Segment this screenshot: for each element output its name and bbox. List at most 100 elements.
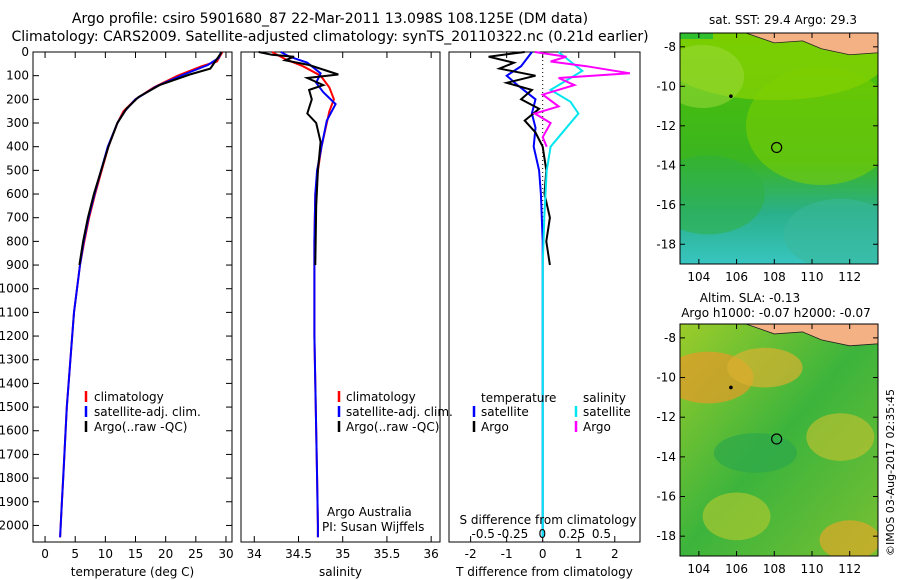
y-tick-label: 500 — [6, 163, 29, 177]
series-argo-raw-qc- — [78, 51, 223, 266]
x-tick-label: 2 — [611, 547, 619, 561]
profile-panel-temperature: 0100200300400500600700800900100011001200… — [0, 45, 234, 579]
profile-panel-difference-from-climatology: -2 -1 0 1 2 T difference from climatology temp… — [448, 51, 641, 579]
prior-position-marker — [729, 94, 733, 98]
legend-label: satellite — [583, 405, 631, 419]
y-tick-label: -16 — [656, 198, 676, 212]
y-tick-label: 1700 — [0, 447, 29, 461]
credit-timestamp: ©IMOS 03-Aug-2017 02:35:45 — [884, 389, 897, 556]
map-panel-sla-map: 104 106 108 110 112 -8 -10 -12 -14 -16 -18 Altim. S… — [656, 291, 879, 576]
y-tick-label: -18 — [656, 237, 676, 251]
legend-label: Argo — [481, 420, 509, 434]
y-tick-label: 700 — [6, 211, 29, 225]
y-tick-label: -8 — [664, 331, 676, 345]
x-tick-label: 35.5 — [374, 547, 401, 561]
legend-label: climatology — [94, 390, 164, 404]
sla-patch — [819, 520, 878, 556]
y-tick-label: 100 — [6, 69, 29, 83]
x2-axis-label: S difference from climatology — [460, 513, 637, 527]
series-salinity-argo — [532, 51, 631, 148]
sst-patch — [680, 44, 745, 109]
legend-label: satellite-adj. clim. — [94, 405, 201, 419]
series-climatology — [271, 51, 335, 538]
map-panel-sst-map: 104 106 108 110 112 -8 -10 -12 -14 -16 -18 sat. SST… — [656, 13, 879, 284]
x-tick-label: 0 — [41, 547, 49, 561]
plot-frame — [240, 51, 441, 543]
x-tick-label: 110 — [801, 270, 824, 284]
series-satellite-adj-clim- — [59, 51, 223, 538]
sla-patch — [713, 433, 797, 473]
x-tick-label: 106 — [725, 270, 748, 284]
series-climatology — [59, 51, 224, 538]
y-tick-label: 0 — [21, 45, 29, 59]
y-tick-label: 200 — [6, 92, 29, 106]
legend-label: Argo(..raw -QC) — [346, 420, 439, 434]
prior-position-marker — [729, 385, 733, 390]
y-tick-label: 1900 — [0, 495, 29, 509]
y-tick-label: 900 — [6, 258, 29, 272]
series-temperature-satellite — [505, 51, 544, 538]
series-argo-raw-qc- — [258, 51, 339, 266]
x2-tick-label: 0.25 — [559, 527, 586, 541]
y-tick-label: 800 — [6, 234, 29, 248]
argo-position-marker — [771, 141, 783, 154]
x2-tick-label: -0.5 — [472, 527, 495, 541]
y-tick-label: 1200 — [0, 329, 29, 343]
plot-frame — [448, 51, 641, 543]
x-tick-label: 34 — [247, 547, 262, 561]
x2-tick-label: -0.25 — [497, 527, 528, 541]
y-tick-label: -16 — [656, 490, 676, 504]
y-tick-label: 1600 — [0, 424, 29, 438]
sla-patch — [702, 492, 771, 541]
sla-patch — [806, 413, 875, 461]
legend-label: climatology — [346, 390, 416, 404]
y-tick-label: 1800 — [0, 471, 29, 485]
x-tick-label: 35 — [335, 547, 350, 561]
sst-patch — [746, 66, 878, 186]
legend-heading-temperature: temperature — [481, 391, 556, 405]
map-frame — [679, 323, 879, 557]
map-frame — [679, 32, 879, 265]
sla-patch — [727, 347, 803, 388]
x-axis-label: temperature (deg C) — [71, 565, 194, 579]
land-java — [745, 33, 878, 56]
legend-label: satellite — [481, 405, 529, 419]
x2-tick-label: 0 — [539, 527, 547, 541]
y-tick-label: -12 — [656, 410, 676, 424]
x-tick-label: 112 — [838, 270, 861, 284]
map-field — [680, 324, 878, 556]
y-tick-label: 1300 — [0, 353, 29, 367]
x-tick-label: 104 — [687, 562, 710, 576]
sst-patch — [680, 155, 765, 235]
x-tick-label: 104 — [687, 270, 710, 284]
y-tick-label: -18 — [656, 529, 676, 543]
map-title: Altim. SLA: -0.13 — [700, 291, 800, 305]
land-mask-strip — [680, 33, 713, 39]
x-tick-label: 30 — [218, 547, 233, 561]
series-temperature-argo — [488, 51, 551, 266]
x-tick-label: 0 — [539, 547, 547, 561]
legend-label: satellite-adj. clim. — [346, 405, 453, 419]
x-axis-label: T difference from climatology — [455, 565, 633, 579]
y-tick-label: -14 — [656, 450, 676, 464]
y-tick-label: 1000 — [0, 282, 29, 296]
map-title: sat. SST: 29.4 Argo: 29.3 — [709, 13, 857, 27]
x-tick-label: 20 — [158, 547, 173, 561]
y-tick-label: -12 — [656, 119, 676, 133]
y-tick-label: 1100 — [0, 305, 29, 319]
y-tick-label: 600 — [6, 187, 29, 201]
argo-position-marker — [771, 433, 783, 445]
figure-title-line1: Argo profile: csiro 5901680_87 22-Mar-20… — [71, 11, 589, 27]
map-subtitle: Argo h1000: -0.07 h2000: -0.07 — [681, 306, 871, 320]
x-tick-label: 112 — [838, 562, 861, 576]
y-tick-label: 300 — [6, 116, 29, 130]
x-tick-label: 106 — [725, 562, 748, 576]
profile-panel-salinity: 34 34.5 35 35.5 36 salinity climatologysatelli… — [240, 51, 453, 579]
x-tick-label: 108 — [763, 270, 786, 284]
legend-label: Argo(..raw -QC) — [94, 420, 187, 434]
y-tick-label: -10 — [656, 371, 676, 385]
y-tick-label: -8 — [664, 40, 676, 54]
land-java — [745, 324, 878, 347]
x-tick-label: 5 — [71, 547, 79, 561]
